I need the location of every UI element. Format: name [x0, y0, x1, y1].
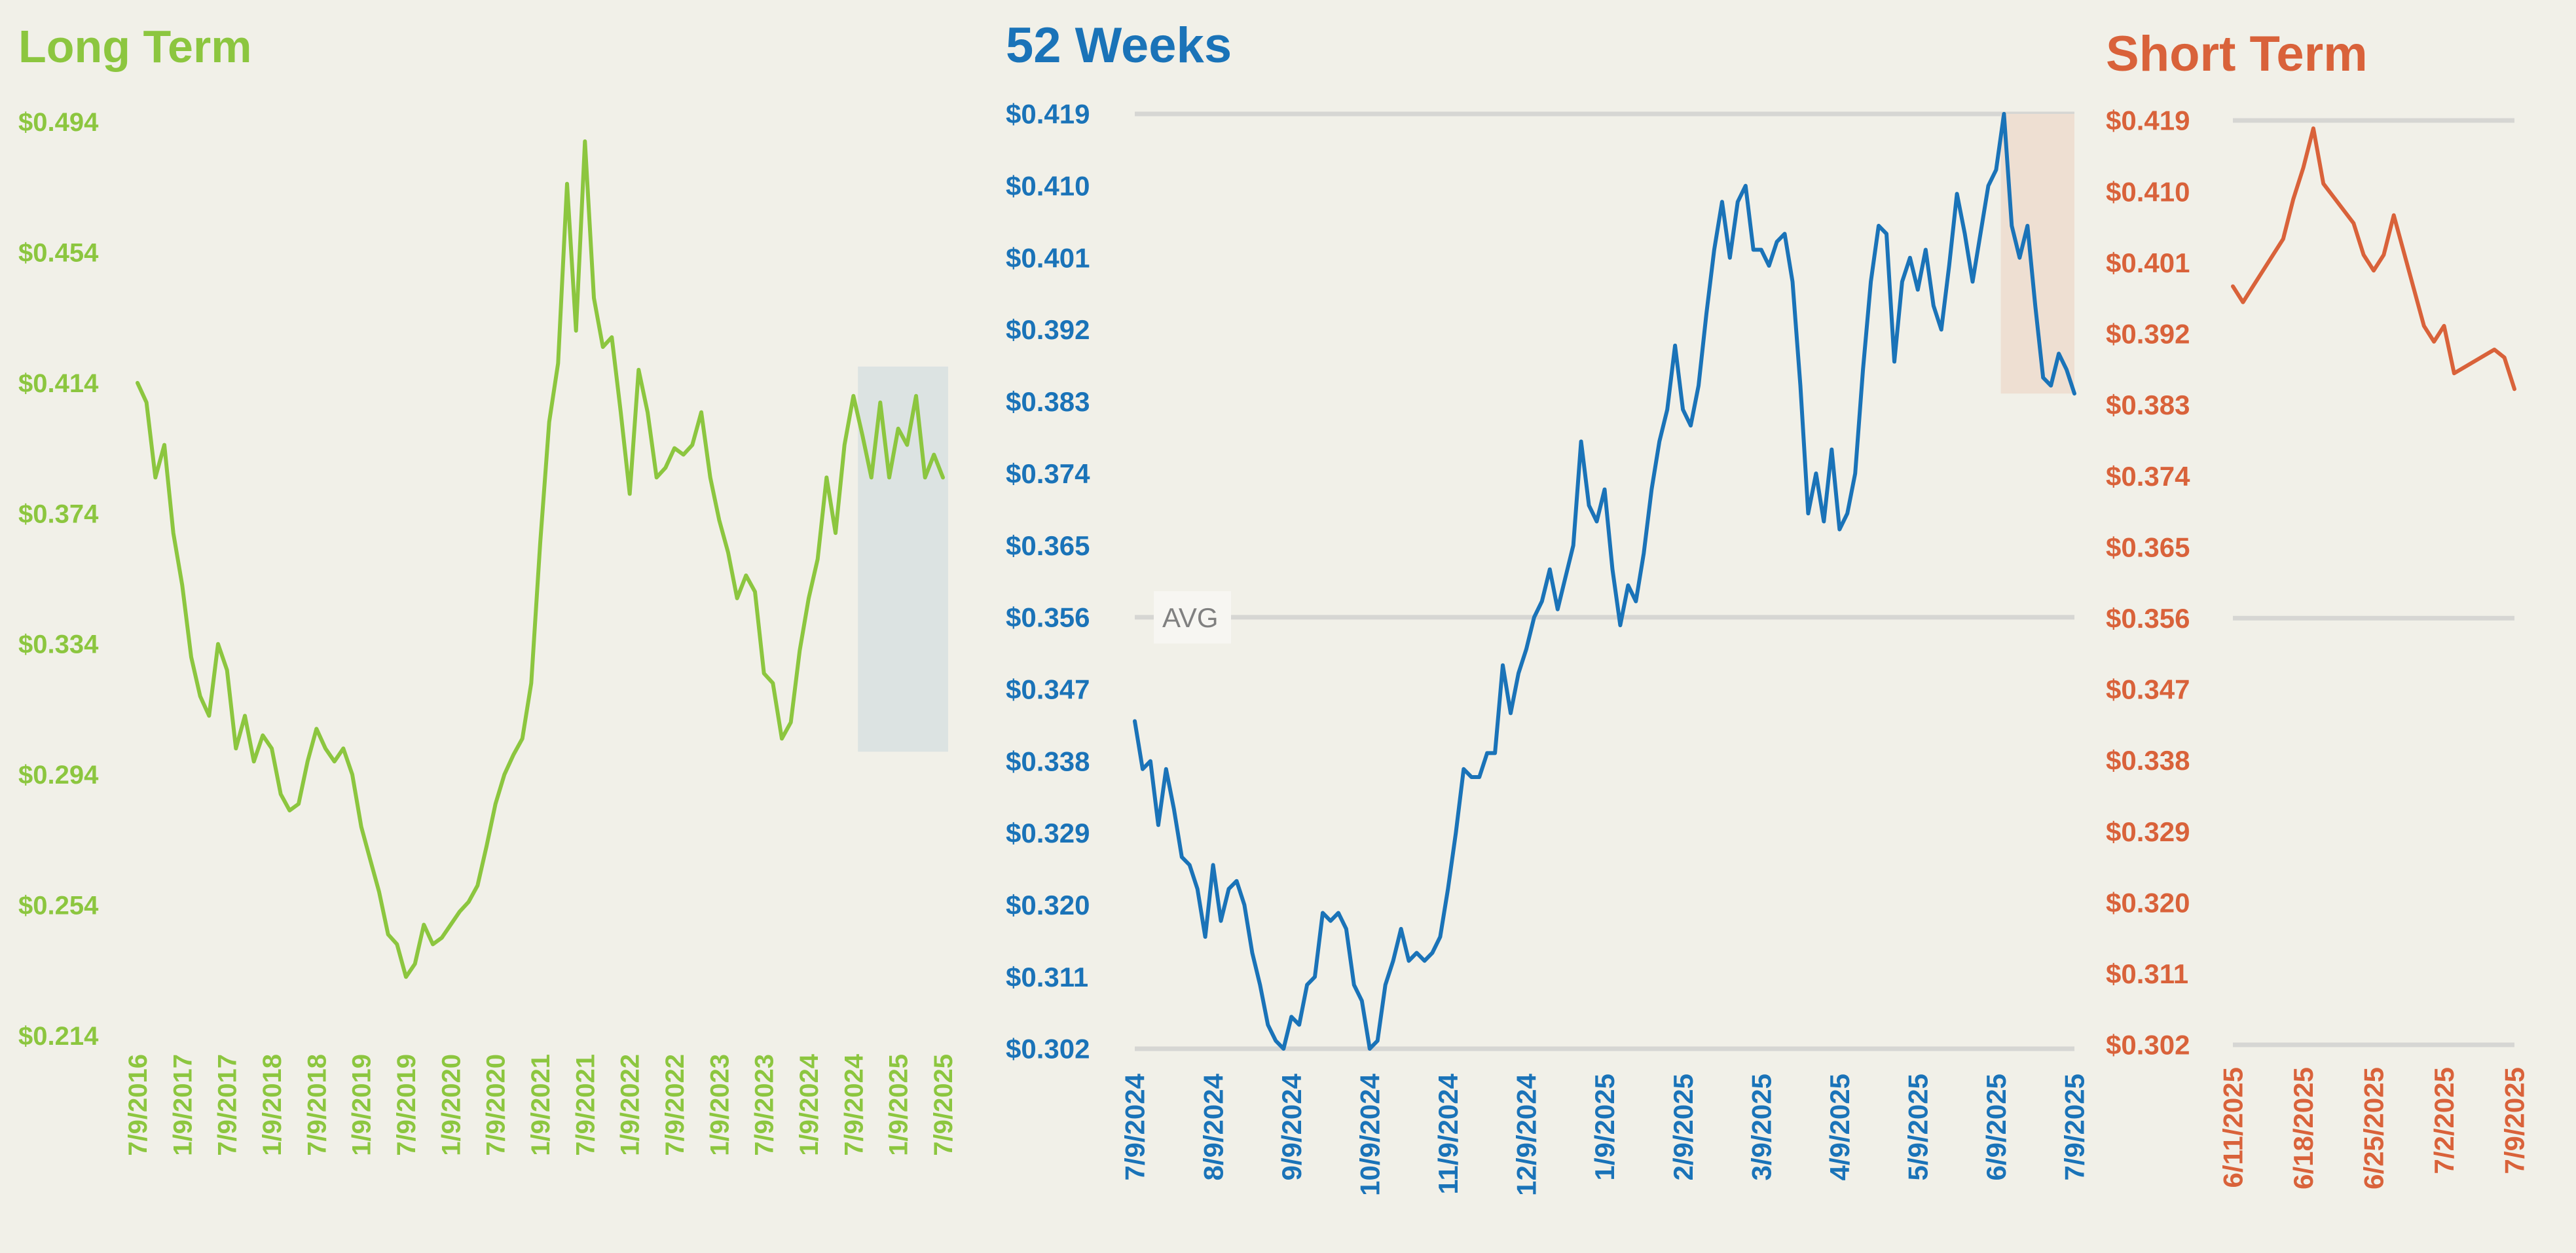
avg-label: AVG	[1162, 602, 1219, 633]
x-tick-label: 1/9/2023	[705, 1054, 734, 1156]
chart-title: Long Term	[18, 21, 251, 72]
x-tick-label: 2/9/2025	[1668, 1074, 1699, 1181]
x-tick-label: 1/9/2017	[168, 1054, 197, 1156]
y-tick-label: $0.254	[18, 892, 99, 920]
y-tick-label: $0.374	[2106, 461, 2190, 492]
y-tick-label: $0.494	[18, 108, 99, 137]
y-tick-label: $0.374	[1006, 458, 1090, 489]
y-tick-label: $0.365	[2106, 532, 2190, 562]
y-tick-label: $0.302	[1006, 1034, 1090, 1064]
y-tick-label: $0.401	[2106, 247, 2190, 278]
highlight-region	[858, 366, 948, 752]
y-tick-label: $0.454	[18, 238, 99, 267]
chart-title: 52 Weeks	[1006, 18, 1232, 73]
x-tick-label: 6/9/2025	[1981, 1074, 2012, 1181]
y-tick-label: $0.419	[1006, 99, 1090, 130]
y-tick-label: $0.374	[18, 499, 99, 528]
x-tick-label: 7/9/2025	[2499, 1067, 2530, 1174]
y-tick-label: $0.392	[1006, 314, 1090, 345]
x-tick-label: 1/9/2025	[885, 1054, 913, 1156]
x-tick-label: 1/9/2020	[437, 1054, 466, 1156]
short-term-chart: Short Term $0.419 $0.410 $0.401 $0.392 $0.383…	[2106, 26, 2530, 1189]
x-tick-label: 9/9/2024	[1276, 1073, 1307, 1180]
y-tick-label: $0.214	[18, 1022, 99, 1051]
y-tick-label: $0.311	[1006, 962, 1088, 992]
x-tick-label: 7/9/2020	[482, 1054, 511, 1156]
series-line	[2231, 126, 2516, 391]
x-tick-label: 6/25/2025	[2359, 1067, 2389, 1189]
y-tick-label: $0.401	[1006, 242, 1090, 273]
y-tick-label: $0.414	[18, 369, 99, 398]
x-tick-label: 7/9/2017	[213, 1054, 242, 1156]
x-tick-label: 7/9/2024	[1120, 1073, 1150, 1180]
long-term-chart: Long Term $0.494 $0.454 $0.414 $0.374 $0.334 $…	[18, 21, 958, 1156]
x-tick-label: 6/11/2025	[2218, 1067, 2249, 1188]
x-tick-label: 7/9/2025	[2059, 1074, 2090, 1181]
y-tick-label: $0.329	[2106, 816, 2190, 847]
x-tick-label: 4/9/2025	[1824, 1074, 1855, 1181]
y-tick-label: $0.410	[1006, 171, 1090, 202]
highlight-region	[2000, 114, 2074, 394]
x-tick-label: 7/9/2022	[661, 1054, 690, 1156]
x-tick-label: 1/9/2018	[258, 1054, 287, 1156]
x-tick-label: 7/9/2023	[750, 1054, 779, 1156]
y-tick-label: $0.338	[1006, 746, 1090, 776]
y-tick-label: $0.383	[2106, 390, 2190, 420]
x-tick-label: 10/9/2024	[1354, 1073, 1385, 1195]
y-tick-label: $0.383	[1006, 386, 1090, 417]
y-tick-label: $0.356	[1006, 602, 1090, 633]
x-tick-label: 1/9/2022	[616, 1054, 645, 1156]
x-tick-label: 3/9/2025	[1746, 1074, 1776, 1181]
52-weeks-chart: AVG 52 Weeks $0.419 $0.410 $0.401 $0.392 $0.38…	[1006, 18, 2090, 1196]
y-tick-label: $0.320	[2106, 887, 2190, 918]
x-tick-label: 7/9/2019	[392, 1054, 421, 1156]
x-tick-label: 1/9/2021	[526, 1054, 555, 1156]
x-tick-label: 1/9/2019	[348, 1054, 377, 1156]
y-tick-label: $0.329	[1006, 818, 1090, 848]
x-tick-label: 1/9/2024	[795, 1053, 824, 1155]
y-tick-label: $0.419	[2106, 105, 2190, 136]
y-tick-label: $0.365	[1006, 530, 1090, 561]
x-tick-label: 7/9/2016	[124, 1054, 153, 1156]
y-tick-label: $0.347	[2106, 674, 2190, 705]
x-tick-label: 7/2/2025	[2429, 1067, 2459, 1174]
y-tick-label: $0.347	[1006, 674, 1090, 704]
x-tick-label: 8/9/2024	[1198, 1073, 1228, 1180]
avg-label-box	[1154, 590, 1231, 644]
x-tick-label: 7/9/2021	[571, 1054, 600, 1156]
y-tick-label: $0.356	[2106, 603, 2190, 634]
y-tick-label: $0.392	[2106, 319, 2190, 350]
x-tick-label: 5/9/2025	[1903, 1074, 1934, 1181]
x-tick-label: 1/9/2025	[1589, 1074, 1620, 1181]
x-tick-label: 7/9/2024	[839, 1053, 868, 1155]
x-tick-label: 7/9/2025	[929, 1054, 958, 1156]
y-tick-label: $0.334	[18, 630, 99, 659]
y-tick-label: $0.302	[2106, 1030, 2190, 1061]
y-tick-label: $0.410	[2106, 176, 2190, 207]
x-tick-label: 11/9/2024	[1433, 1073, 1463, 1194]
y-tick-label: $0.311	[2106, 958, 2188, 989]
y-tick-label: $0.338	[2106, 745, 2190, 776]
x-tick-label: 12/9/2024	[1511, 1073, 1542, 1195]
x-tick-label: 6/18/2025	[2288, 1067, 2319, 1189]
y-tick-label: $0.320	[1006, 890, 1090, 920]
x-tick-label: 7/9/2018	[303, 1054, 331, 1156]
y-tick-label: $0.294	[18, 761, 99, 790]
chart-title: Short Term	[2106, 26, 2368, 82]
